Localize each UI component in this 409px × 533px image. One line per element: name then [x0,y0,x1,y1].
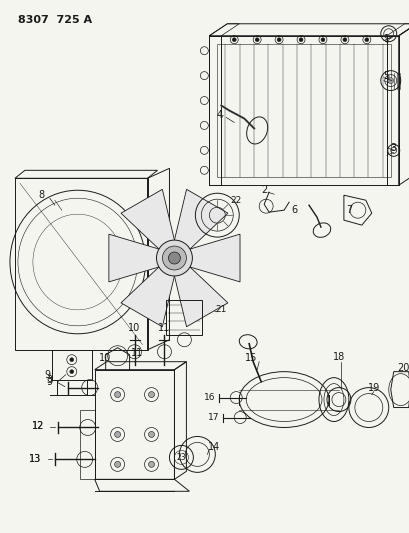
Circle shape [387,78,393,84]
Circle shape [320,38,324,42]
Text: 3: 3 [390,143,396,154]
Circle shape [342,38,346,42]
Circle shape [168,252,180,264]
Text: 13: 13 [29,454,41,464]
Polygon shape [121,267,174,327]
Text: 23: 23 [176,453,186,462]
Polygon shape [174,189,227,249]
Polygon shape [174,267,227,327]
Circle shape [148,392,154,398]
Text: 22: 22 [230,196,241,205]
Circle shape [156,240,192,276]
Polygon shape [189,234,239,282]
Text: 14: 14 [208,442,220,453]
Text: 4: 4 [216,110,222,120]
Text: 9: 9 [47,377,53,386]
Circle shape [298,38,302,42]
Text: 12: 12 [31,422,44,432]
Text: 19: 19 [367,383,379,393]
Text: 12: 12 [31,422,44,432]
Circle shape [70,358,74,362]
Text: 21: 21 [215,305,227,314]
Text: 7: 7 [345,205,351,215]
Text: 17: 17 [207,413,218,422]
Text: 8307  725 A: 8307 725 A [18,15,92,25]
Circle shape [162,246,186,270]
Polygon shape [109,234,159,282]
Text: 18: 18 [332,352,344,362]
Text: 20: 20 [397,362,409,373]
Text: 10: 10 [128,323,140,333]
Text: 13: 13 [29,454,41,464]
Text: 1: 1 [383,34,389,44]
Text: 2: 2 [261,185,267,195]
Text: 11: 11 [131,348,143,358]
Text: 11: 11 [158,323,170,333]
Circle shape [115,432,120,438]
Circle shape [364,38,368,42]
Text: 3: 3 [47,375,53,385]
Circle shape [148,432,154,438]
Text: 5: 5 [383,70,389,80]
Circle shape [115,392,120,398]
Circle shape [231,38,236,42]
Text: 15: 15 [245,353,257,363]
Circle shape [70,370,74,374]
Circle shape [254,38,258,42]
Text: 6: 6 [290,205,297,215]
Text: 8: 8 [39,190,45,200]
Text: 9: 9 [45,370,51,379]
Polygon shape [121,189,174,249]
Text: 10: 10 [98,353,110,363]
Circle shape [115,462,120,467]
Text: 16: 16 [203,393,215,402]
Circle shape [148,462,154,467]
Circle shape [276,38,281,42]
